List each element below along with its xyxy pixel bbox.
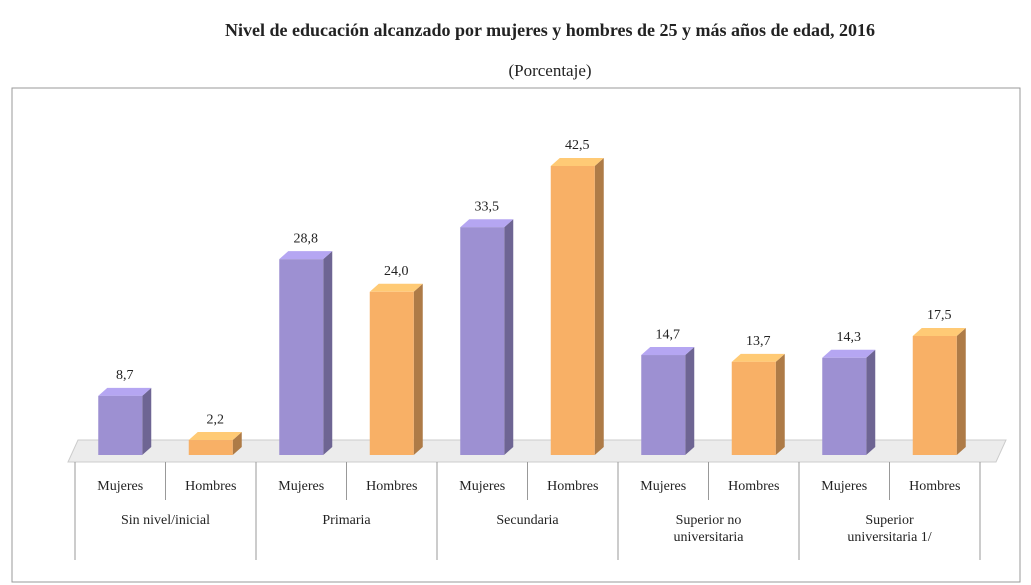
- category-label: Primaria: [322, 513, 371, 528]
- data-label: 14,7: [656, 327, 681, 342]
- series-label: Mujeres: [97, 479, 144, 494]
- chart-subtitle: (Porcentaje): [508, 61, 591, 80]
- bar-front: [460, 227, 505, 455]
- bar: [460, 219, 514, 455]
- bar-front: [550, 166, 595, 455]
- data-label: 33,5: [475, 199, 500, 214]
- bar-top: [550, 158, 604, 166]
- bar-top: [912, 328, 966, 336]
- series-label: Mujeres: [821, 479, 868, 494]
- bar-front: [188, 440, 233, 455]
- bar-top: [822, 349, 876, 358]
- data-label: 17,5: [927, 308, 952, 323]
- bar-side: [775, 353, 785, 455]
- bar-front: [279, 259, 324, 455]
- bar-front: [822, 357, 867, 455]
- bar-side: [142, 387, 152, 455]
- bar-top: [98, 387, 152, 396]
- bar-top: [369, 283, 423, 292]
- bar-side: [594, 158, 604, 455]
- bar-front: [369, 291, 414, 455]
- data-label: 14,3: [837, 330, 862, 345]
- bar-side: [323, 251, 333, 455]
- data-label: 13,7: [746, 334, 771, 349]
- bar-side: [504, 219, 514, 455]
- bar-side: [232, 432, 242, 455]
- chart-frame: [11, 87, 1021, 583]
- chart-title: Nivel de educación alcanzado por mujeres…: [225, 20, 875, 40]
- series-label: Hombres: [909, 479, 961, 494]
- bar: [912, 328, 966, 455]
- bar: [369, 283, 423, 455]
- bar-side: [413, 283, 423, 455]
- bar-top: [188, 432, 242, 441]
- bar: [731, 353, 785, 455]
- data-label: 42,5: [565, 138, 590, 153]
- bar-top: [641, 347, 695, 356]
- bar: [550, 158, 604, 455]
- category-label: Superior universitaria 1/: [847, 513, 932, 545]
- series-label: Hombres: [728, 479, 780, 494]
- data-label: 24,0: [384, 264, 409, 279]
- data-label: 8,7: [116, 368, 134, 383]
- bar: [641, 347, 695, 455]
- bar-front: [98, 395, 143, 455]
- bar-front: [641, 355, 686, 455]
- series-label: Hombres: [366, 479, 418, 494]
- category-label: Superior no universitaria: [673, 513, 744, 545]
- bar-side: [866, 349, 876, 455]
- bar-front: [912, 336, 957, 455]
- bar-side: [685, 347, 695, 455]
- bar-side: [956, 328, 966, 455]
- bar-top: [279, 251, 333, 260]
- data-label: 2,2: [207, 412, 225, 427]
- bar-top: [731, 353, 785, 362]
- category-label: Secundaria: [496, 513, 559, 528]
- series-label: Hombres: [185, 479, 237, 494]
- bar: [279, 251, 333, 455]
- bar-front: [731, 361, 776, 455]
- series-label: Mujeres: [640, 479, 687, 494]
- series-label: Hombres: [547, 479, 599, 494]
- series-label: Mujeres: [278, 479, 325, 494]
- category-label: Sin nivel/inicial: [120, 513, 211, 528]
- data-label: 28,8: [294, 231, 319, 246]
- bar: [188, 432, 242, 455]
- bar: [98, 387, 152, 455]
- bar: [822, 349, 876, 455]
- series-label: Mujeres: [459, 479, 506, 494]
- bar-top: [460, 219, 514, 228]
